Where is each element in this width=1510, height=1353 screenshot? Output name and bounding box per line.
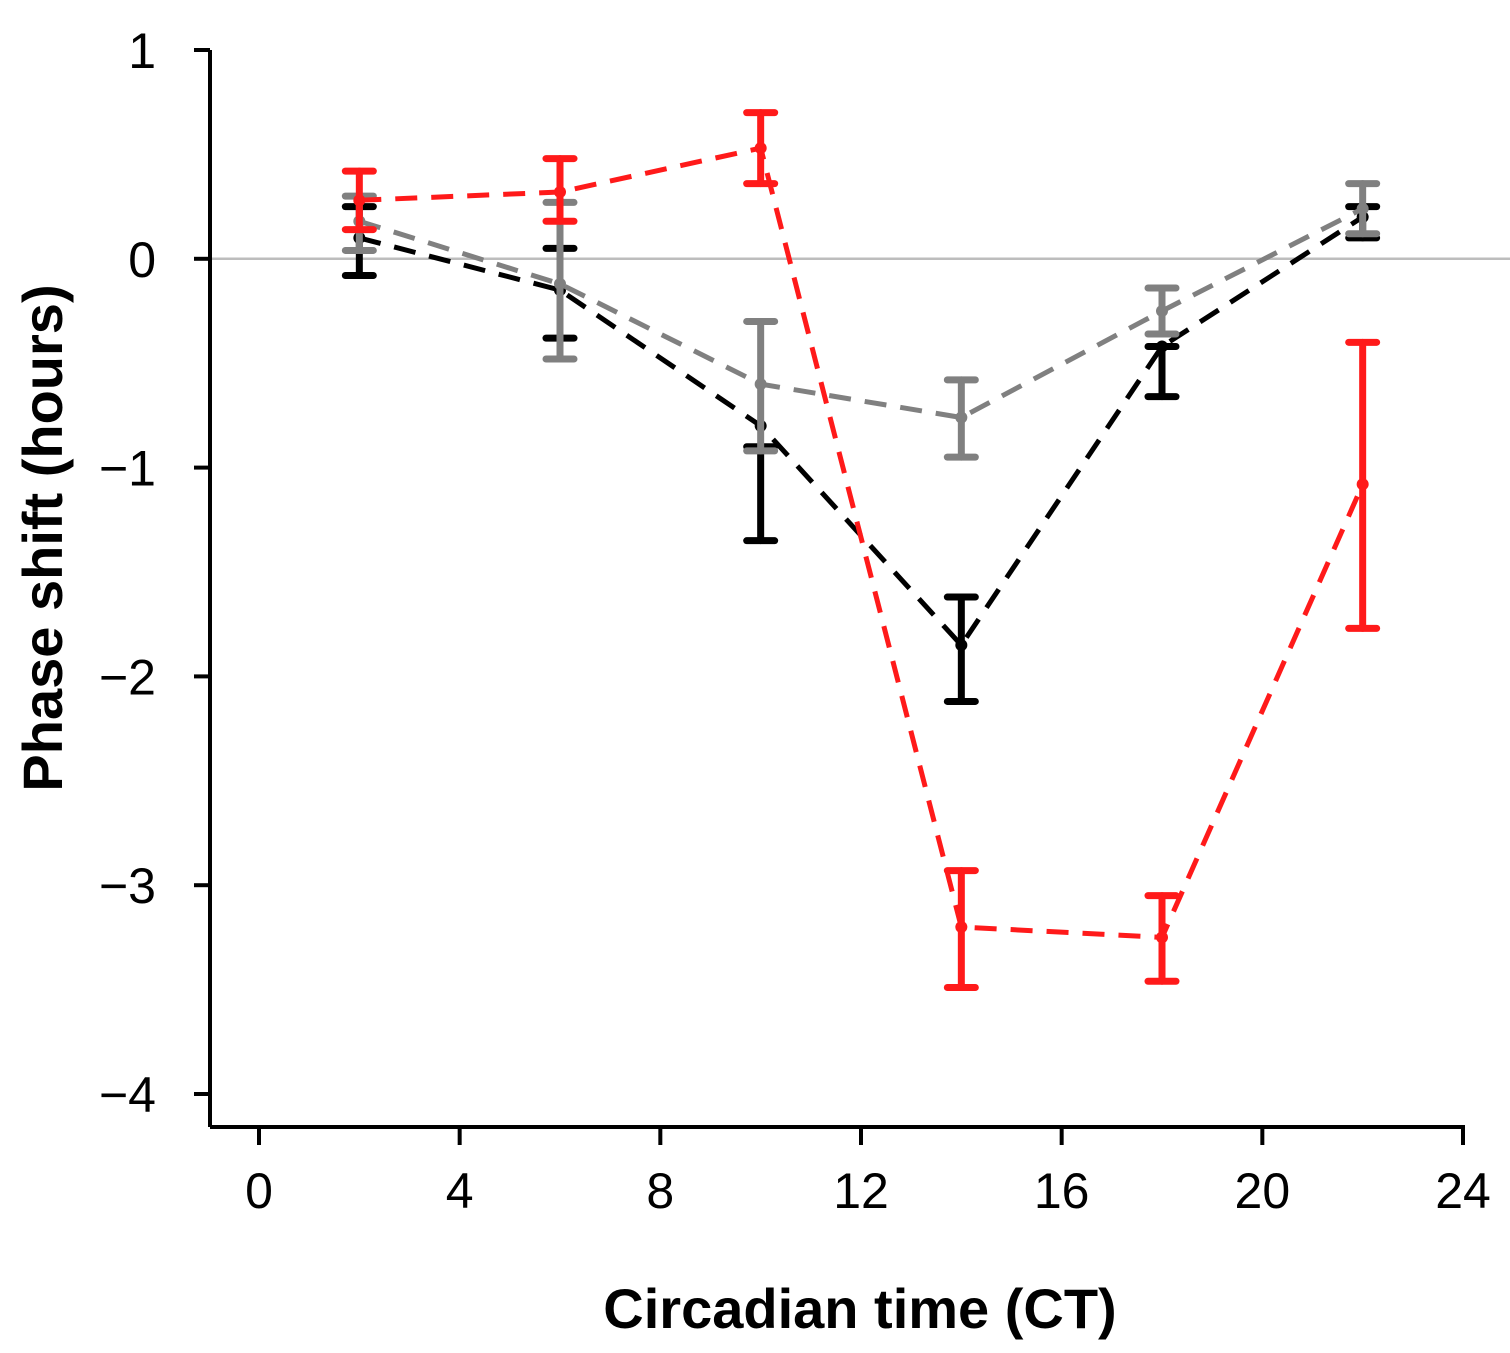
series-line-gray xyxy=(358,206,1364,421)
y-tick-label: −1 xyxy=(99,441,156,497)
x-axis-title: Circadian time (CT) xyxy=(603,1277,1116,1340)
data-point-black xyxy=(955,639,968,652)
y-tick-label: −2 xyxy=(99,649,156,705)
series-gray xyxy=(341,180,1381,461)
x-tick-label: 8 xyxy=(646,1163,674,1219)
data-point-gray xyxy=(955,411,968,424)
data-point-red xyxy=(554,185,566,198)
data-point-black xyxy=(1156,340,1168,353)
series-line-black xyxy=(358,214,1365,650)
y-axis-title: Phase shift (hours) xyxy=(11,284,74,791)
x-tick-label: 0 xyxy=(245,1163,273,1219)
data-point-red xyxy=(955,920,968,933)
x-tick-label: 16 xyxy=(1034,1163,1090,1219)
series-red xyxy=(341,109,1381,992)
series-line-red xyxy=(359,145,1365,940)
y-tick-label: 1 xyxy=(128,23,156,79)
data-point-gray xyxy=(1356,202,1369,215)
error-bar-black xyxy=(1144,342,1180,401)
data-point-red xyxy=(754,142,767,155)
data-point-gray xyxy=(1156,305,1168,317)
y-tick-label: 0 xyxy=(128,232,156,288)
y-tick-label: −3 xyxy=(99,858,156,914)
axes xyxy=(208,50,1465,1129)
data-point-gray xyxy=(754,378,767,391)
x-tick-label: 20 xyxy=(1235,1163,1291,1219)
data-point-red xyxy=(353,194,366,207)
series-black xyxy=(341,203,1381,705)
x-tick-label: 4 xyxy=(446,1163,474,1219)
error-bar-black xyxy=(743,443,779,545)
data-point-red xyxy=(1156,931,1168,944)
y-tick-label: −4 xyxy=(99,1067,156,1123)
series-group xyxy=(341,109,1381,992)
x-tick-label: 24 xyxy=(1435,1163,1491,1219)
y-ticks: 1 0 −1 −2 −3 −4 xyxy=(99,23,210,1123)
data-point-red xyxy=(1356,478,1369,491)
data-point-gray xyxy=(554,277,566,290)
x-ticks: 0 4 8 12 16 20 24 xyxy=(245,1127,1491,1219)
x-tick-label: 12 xyxy=(833,1163,889,1219)
